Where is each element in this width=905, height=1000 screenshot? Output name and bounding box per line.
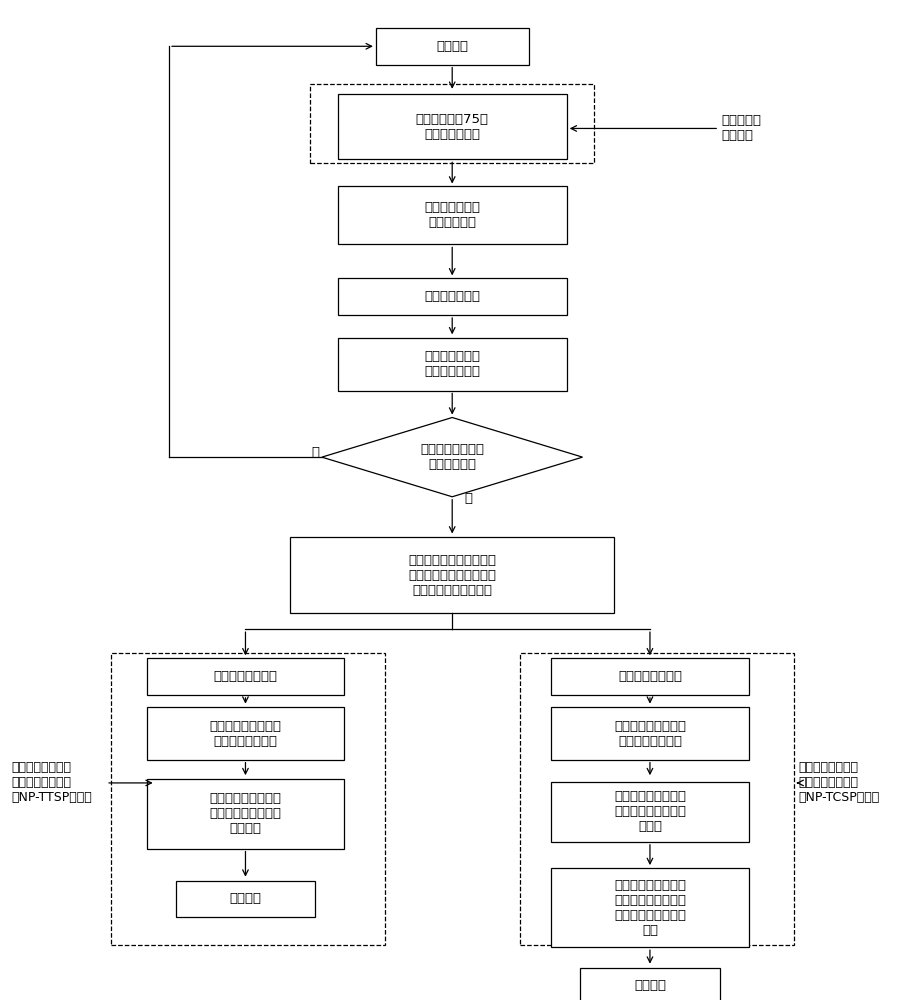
FancyBboxPatch shape — [338, 94, 567, 159]
FancyBboxPatch shape — [147, 658, 344, 695]
Polygon shape — [322, 418, 583, 497]
Text: 试样装入橡皮膜: 试样装入橡皮膜 — [424, 290, 481, 303]
Text: 负围压条件下土体
三轴拉伸应力路径
（NP-TTSP）试验: 负围压条件下土体 三轴拉伸应力路径 （NP-TTSP）试验 — [12, 761, 92, 804]
Text: 对试样施加与负围压
相等的轴向拉应力: 对试样施加与负围压 相等的轴向拉应力 — [209, 720, 281, 748]
Text: 检查橡皮膜与试样
是否胶结良好: 检查橡皮膜与试样 是否胶结良好 — [420, 443, 484, 471]
Text: 试验结束: 试验结束 — [634, 979, 666, 992]
FancyBboxPatch shape — [519, 653, 794, 945]
FancyBboxPatch shape — [147, 779, 344, 849]
Text: 保持负围压不变，增
大轴向拉应力，直到
试样破坏: 保持负围压不变，增 大轴向拉应力，直到 试样破坏 — [209, 792, 281, 835]
Text: 用橡皮圈绑扎试
样端部，并静置: 用橡皮圈绑扎试 样端部，并静置 — [424, 350, 481, 378]
FancyBboxPatch shape — [176, 881, 315, 917]
Text: 试样侧面涂
抹化学胶: 试样侧面涂 抹化学胶 — [722, 114, 762, 142]
FancyBboxPatch shape — [147, 707, 344, 760]
Text: 是: 是 — [464, 492, 472, 505]
Text: 负围压条件下土体
三轴压缩应力路径
（NP-TCSP）试验: 负围压条件下土体 三轴压缩应力路径 （NP-TCSP）试验 — [798, 761, 880, 804]
Text: 对试样施加负围压: 对试样施加负围压 — [214, 670, 278, 683]
Text: 否: 否 — [311, 446, 319, 459]
FancyBboxPatch shape — [310, 84, 595, 163]
Text: 试样侧面喷涂75环
保型自喷不干胶: 试样侧面喷涂75环 保型自喷不干胶 — [415, 113, 489, 141]
FancyBboxPatch shape — [551, 868, 748, 947]
FancyBboxPatch shape — [338, 338, 567, 391]
Text: 试验结束: 试验结束 — [230, 892, 262, 905]
FancyBboxPatch shape — [551, 658, 748, 695]
FancyBboxPatch shape — [551, 707, 748, 760]
FancyBboxPatch shape — [110, 653, 385, 945]
FancyBboxPatch shape — [551, 782, 748, 842]
Text: 轴向拉应力减小为零
后，试样逐渐承受轴
向压应力，直至试样
破坏: 轴向拉应力减小为零 后，试样逐渐承受轴 向压应力，直至试样 破坏 — [614, 879, 686, 937]
FancyBboxPatch shape — [338, 278, 567, 315]
Text: 试样底面和顶面分别与压
力室试样底座、上端加载
轴端部横截面进行胶结: 试样底面和顶面分别与压 力室试样底座、上端加载 轴端部横截面进行胶结 — [408, 554, 496, 597]
Text: 对试样施加负围压: 对试样施加负围压 — [618, 670, 682, 683]
FancyBboxPatch shape — [376, 28, 529, 65]
Text: 制备试样: 制备试样 — [436, 40, 468, 53]
Text: 轴向反向加载，逐步
减小试样所受的轴向
拉应力: 轴向反向加载，逐步 减小试样所受的轴向 拉应力 — [614, 790, 686, 833]
Text: 试样侧面涂抹三
角牌车胎胶水: 试样侧面涂抹三 角牌车胎胶水 — [424, 201, 481, 229]
FancyBboxPatch shape — [338, 186, 567, 244]
FancyBboxPatch shape — [580, 968, 719, 1000]
Text: 对试样施加与负围压
相等的轴向拉应力: 对试样施加与负围压 相等的轴向拉应力 — [614, 720, 686, 748]
FancyBboxPatch shape — [291, 537, 614, 613]
